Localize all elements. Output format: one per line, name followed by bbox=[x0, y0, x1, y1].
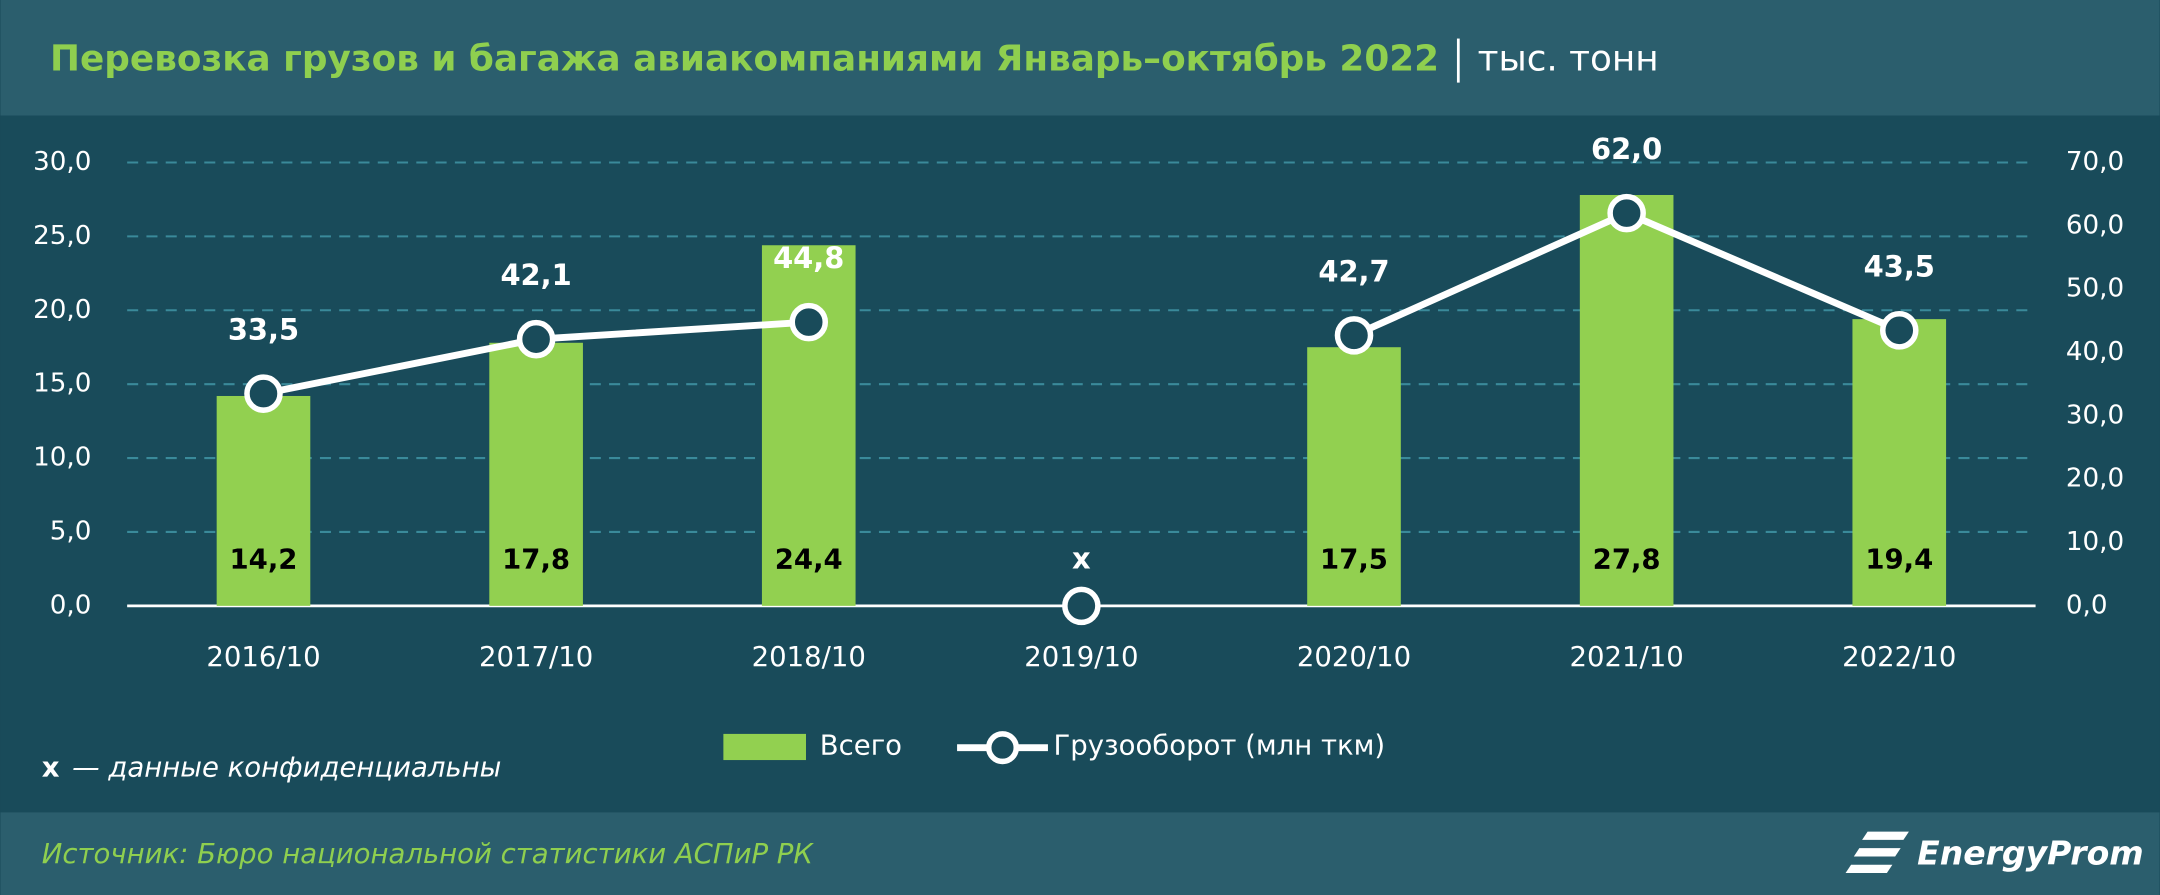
y-tick-label: 25,0 bbox=[33, 221, 91, 251]
y-tick-label: 20,0 bbox=[33, 295, 91, 325]
bar bbox=[1852, 319, 1947, 606]
bar-value-label: 27,8 bbox=[1593, 543, 1661, 575]
legend-label: Грузооборот (млн ткм) bbox=[1053, 729, 1385, 761]
bar-value-label: 19,4 bbox=[1865, 543, 1933, 575]
chart-unit: тыс. тонн bbox=[1478, 39, 1659, 80]
bar-value-label: 24,4 bbox=[775, 543, 843, 575]
line-value-label: 42,7 bbox=[1318, 254, 1389, 288]
y-tick-label: 0,0 bbox=[50, 590, 92, 620]
y2-tick-label: 0,0 bbox=[2066, 590, 2108, 620]
chart-title: Перевозка грузов и багажа авиакомпаниями… bbox=[50, 39, 1439, 80]
y-tick-label: 10,0 bbox=[33, 443, 91, 473]
y2-tick-label: 50,0 bbox=[2066, 274, 2124, 304]
y2-tick-label: 30,0 bbox=[2066, 400, 2124, 430]
x-tick-label: 2016/10 bbox=[206, 641, 320, 673]
y-tick-label: 5,0 bbox=[50, 516, 92, 546]
x-tick-label: 2020/10 bbox=[1297, 641, 1411, 673]
line-value-label: 43,5 bbox=[1864, 249, 1935, 283]
legend-swatch-point bbox=[985, 731, 1020, 765]
x-tick-label: 2018/10 bbox=[752, 641, 866, 673]
line-point bbox=[516, 319, 556, 359]
y2-tick-label: 20,0 bbox=[2066, 464, 2124, 494]
bar-value-label: 17,8 bbox=[502, 543, 570, 575]
footer-band bbox=[0, 812, 2160, 895]
line-value-label: 42,1 bbox=[500, 258, 571, 292]
line-value-label: 33,5 bbox=[228, 313, 299, 347]
bar bbox=[1579, 194, 1674, 606]
bar bbox=[216, 395, 311, 606]
y-tick-label: 30,0 bbox=[33, 147, 91, 177]
x-tick-label: 2017/10 bbox=[479, 641, 593, 673]
footnote-symbol: x bbox=[42, 751, 60, 783]
y-tick-label: 15,0 bbox=[33, 369, 91, 399]
line-point bbox=[244, 374, 283, 413]
line-value-label: 62,0 bbox=[1591, 132, 1662, 166]
legend-label: Всего bbox=[820, 729, 902, 761]
line-point bbox=[1062, 586, 1101, 626]
logo-icon bbox=[1845, 831, 1909, 873]
bar bbox=[489, 342, 583, 606]
y2-tick-label: 60,0 bbox=[2066, 210, 2124, 240]
x-tick-label: 2019/10 bbox=[1024, 641, 1138, 673]
line-point bbox=[1879, 311, 1919, 350]
x-tick-label: 2021/10 bbox=[1569, 641, 1683, 673]
plot-background bbox=[0, 115, 2160, 813]
line-point bbox=[1334, 316, 1374, 355]
y2-tick-label: 70,0 bbox=[2066, 147, 2124, 177]
x-tick-label: 2022/10 bbox=[1842, 641, 1956, 673]
y2-tick-label: 10,0 bbox=[2066, 527, 2124, 557]
footnote-text: — данные конфиденциальны bbox=[72, 751, 501, 783]
source: Источник: Бюро национальной статистики А… bbox=[42, 838, 815, 870]
legend-swatch bbox=[723, 733, 806, 761]
line-point bbox=[789, 302, 829, 342]
line-value-label: 44,8 bbox=[773, 241, 844, 275]
bar-value-label: 17,5 bbox=[1320, 543, 1388, 575]
y2-tick-label: 40,0 bbox=[2066, 337, 2124, 367]
header-band bbox=[0, 0, 2160, 116]
bar bbox=[1307, 347, 1401, 606]
line-point bbox=[1607, 193, 1646, 233]
line-value-label: x bbox=[1072, 541, 1091, 575]
logo: EnergyProm bbox=[1917, 834, 2144, 873]
bar-value-label: 14,2 bbox=[230, 543, 298, 575]
